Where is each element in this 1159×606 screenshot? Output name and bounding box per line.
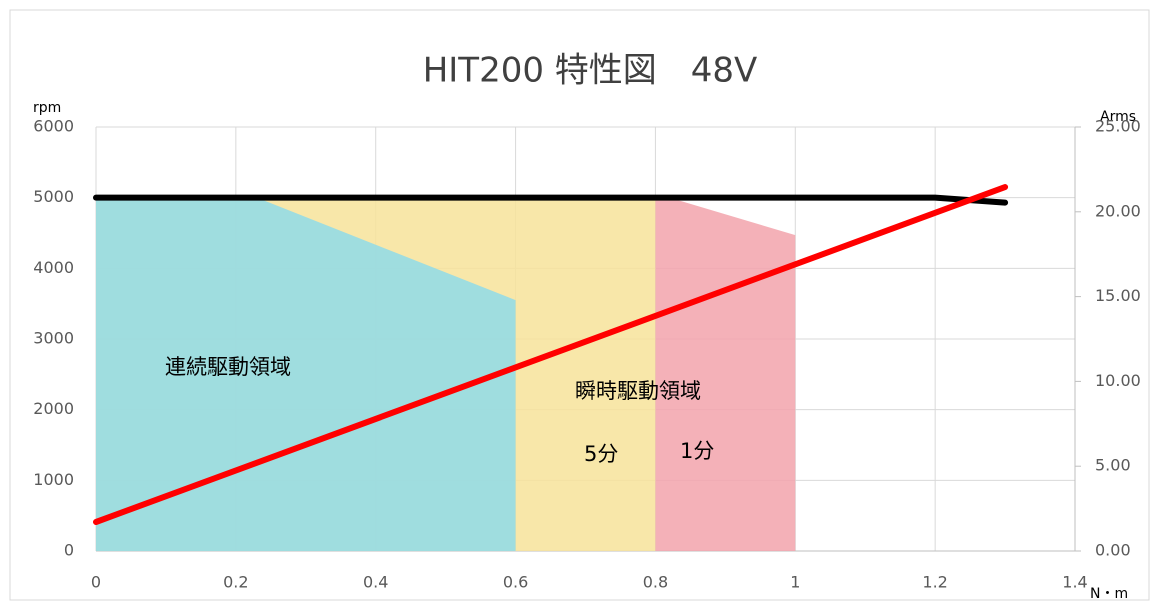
y-tick-label: 3000 — [33, 329, 74, 348]
area — [96, 197, 516, 551]
annotation: 瞬時駆動領域 — [575, 379, 701, 403]
y-tick-label: 6000 — [33, 117, 74, 136]
x-tick-label: 1.4 — [1062, 573, 1087, 592]
y2-tick-label: 5.00 — [1095, 456, 1131, 475]
x-tick-label: 1 — [790, 573, 800, 592]
y2-tick-label: 10.00 — [1095, 371, 1141, 390]
y-tick-label: 1000 — [33, 470, 74, 489]
line — [93, 184, 1009, 525]
y-tick-label: 0 — [64, 541, 74, 560]
x-tick-label: 0.6 — [503, 573, 528, 592]
y-axis-label: rpm — [33, 100, 61, 116]
x-tick-label: 0 — [91, 573, 101, 592]
x-tick-label: 1.2 — [922, 573, 947, 592]
y-tick-label: 5000 — [33, 187, 74, 206]
annotation: 連続駆動領域 — [165, 355, 291, 379]
annotation: 5分 — [584, 442, 618, 466]
y-tick-label: 2000 — [33, 399, 74, 418]
y-tick-label: 4000 — [33, 258, 74, 277]
x-tick-label: 0.2 — [223, 573, 248, 592]
y2-tick-label: 20.00 — [1095, 201, 1141, 220]
chart-title: HIT200 特性図 48V — [423, 51, 758, 91]
y2-tick-label: 15.00 — [1095, 286, 1141, 305]
line — [93, 194, 1009, 206]
area — [655, 197, 796, 551]
x-tick-label: 0.4 — [363, 573, 388, 592]
y2-tick-label: 25.00 — [1095, 117, 1141, 136]
annotation: 1分 — [680, 439, 714, 463]
y2-axis-label: Arms — [1100, 109, 1136, 125]
y2-tick-label: 0.00 — [1095, 541, 1131, 560]
x-axis-label: N・m — [1090, 586, 1128, 602]
x-tick-label: 0.8 — [643, 573, 668, 592]
